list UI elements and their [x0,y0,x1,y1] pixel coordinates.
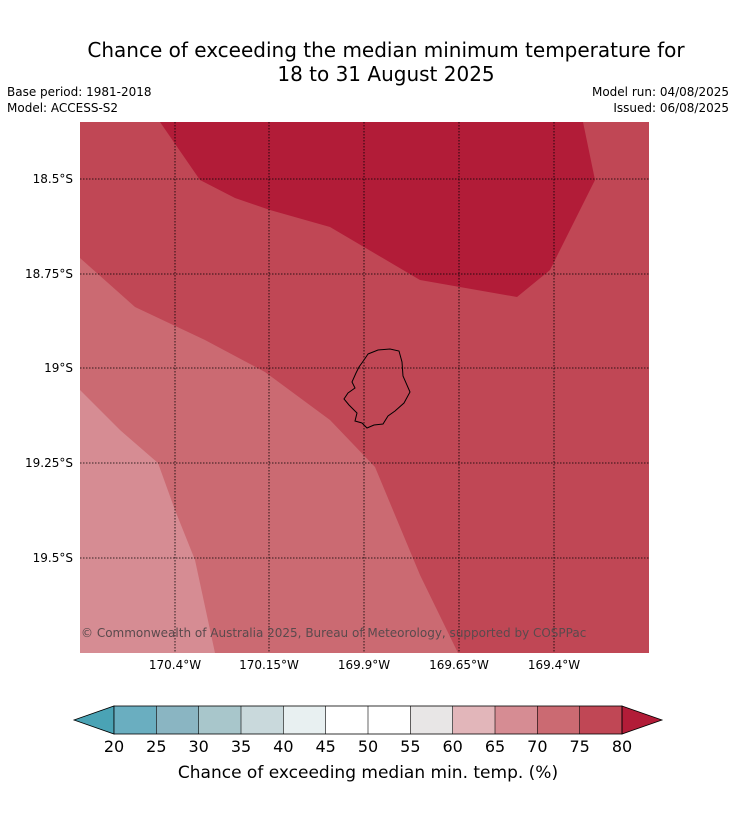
lon-label: 170.4°W [149,658,201,672]
colorbar-segment [198,706,241,734]
colorbar-tick-label: 65 [485,737,505,756]
lon-label: 169.9°W [338,658,390,672]
right-metadata: Model run: 04/08/2025 Issued: 06/08/2025 [592,84,729,116]
chart-title: Chance of exceeding the median minimum t… [0,38,736,86]
colorbar-tick-label: 55 [400,737,420,756]
colorbar-tick-label: 70 [527,737,547,756]
colorbar-tick-label: 40 [273,737,293,756]
colorbar-tick-label: 50 [358,737,378,756]
lat-label: 19.25°S [25,456,73,470]
island-outline [343,348,411,429]
zone-80-plus [160,122,595,297]
colorbar-tick-label: 35 [231,737,251,756]
lat-label: 18.75°S [25,267,73,281]
colorbar-segment [241,706,284,734]
colorbar-tick-label: 60 [442,737,462,756]
title-line-2: 18 to 31 August 2025 [277,62,495,86]
colorbar-extend-low [72,705,115,735]
lat-axis-labels: 18.5°S 18.75°S 19°S 19.25°S 19.5°S [25,172,73,565]
lon-label: 169.4°W [528,658,580,672]
base-period: Base period: 1981-2018 [7,85,152,99]
colorbar-segment [325,706,368,734]
colorbar-tick-label: 75 [569,737,589,756]
colorbar-segment [114,706,157,734]
model-run: Model run: 04/08/2025 [591,85,729,99]
colorbar-segment [452,706,495,734]
model-name: Model: ACCESS-S2 [7,101,119,115]
lon-label: 169.65°W [429,658,489,672]
left-metadata: Base period: 1981-2018 Model: ACCESS-S2 [7,84,152,116]
colorbar-segment [495,706,538,734]
colorbar-tick-label: 80 [612,737,632,756]
zone-65-70 [80,390,215,653]
colorbar-title: Chance of exceeding median min. temp. (%… [178,763,558,783]
lat-label: 19°S [44,361,73,375]
colorbar-tick-label: 30 [188,737,208,756]
copyright-notice: © Commonwealth of Australia 2025, Bureau… [81,626,586,640]
lat-label: 18.5°S [33,172,73,186]
colorbar-segment [156,706,199,734]
colorbar-tick-label: 25 [146,737,166,756]
colorbar [72,705,664,735]
colorbar-tick-label: 45 [315,737,335,756]
issued-date: Issued: 06/08/2025 [613,101,729,115]
map-area: © Commonwealth of Australia 2025, Bureau… [80,122,649,653]
title-line-1: Chance of exceeding the median minimum t… [87,38,685,62]
lon-label: 170.15°W [239,658,299,672]
gridlines [80,122,649,653]
colorbar-tick-label: 20 [104,737,124,756]
colorbar-extend-high [621,705,664,735]
colorbar-segment [579,706,622,734]
lat-label: 19.5°S [33,551,73,565]
colorbar-segment [283,706,326,734]
colorbar-segment [410,706,453,734]
colorbar-ticks: 20 25 30 35 40 45 50 55 60 65 70 75 80 [104,737,632,756]
colorbar-segment [368,706,411,734]
lon-axis-labels: 170.4°W 170.15°W 169.9°W 169.65°W 169.4°… [149,658,580,672]
colorbar-segment [537,706,580,734]
